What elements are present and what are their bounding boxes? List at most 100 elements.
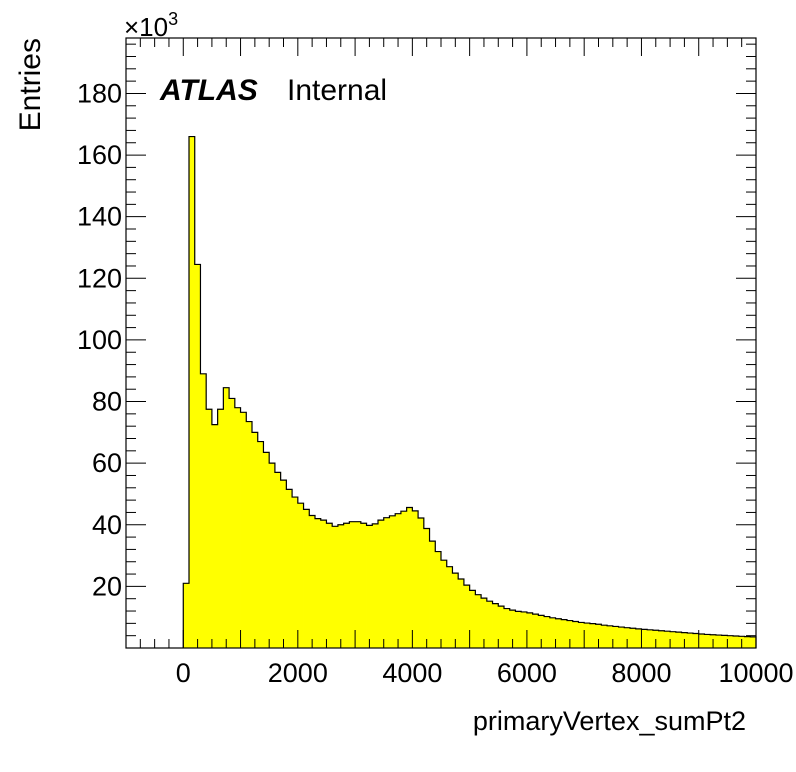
histogram-bar bbox=[343, 523, 350, 648]
x-tick-label: 4000 bbox=[382, 658, 442, 688]
histogram-bar bbox=[309, 515, 316, 648]
histogram-bar bbox=[744, 636, 751, 648]
histogram-bar bbox=[303, 509, 310, 648]
histogram-bar bbox=[538, 615, 545, 648]
histogram-bar bbox=[612, 626, 619, 648]
histogram-bar bbox=[326, 523, 333, 648]
histogram-bar bbox=[727, 635, 734, 648]
histogram-bar bbox=[532, 614, 539, 648]
histogram-bar bbox=[194, 264, 201, 648]
y-axis-label: Entries bbox=[14, 38, 47, 131]
y-tick-label: 60 bbox=[92, 448, 122, 478]
y-tick-labels: 20 40 60 80 100 120 140 160 180 bbox=[77, 78, 122, 601]
histogram-bar bbox=[217, 409, 224, 648]
histogram-bar bbox=[315, 518, 322, 648]
histogram-bar bbox=[429, 541, 436, 648]
histogram-bar bbox=[618, 627, 625, 648]
histogram-bar bbox=[658, 630, 665, 648]
y-tick-label: 160 bbox=[77, 140, 122, 170]
histogram-bar bbox=[544, 616, 551, 648]
histogram-bar bbox=[687, 633, 694, 648]
histogram-bar bbox=[400, 511, 408, 648]
histogram-bar bbox=[389, 515, 396, 648]
y-tick-label: 80 bbox=[92, 387, 122, 417]
histogram-bar bbox=[641, 629, 648, 648]
histogram-bar bbox=[578, 622, 585, 648]
y-tick-label: 100 bbox=[77, 325, 122, 355]
histogram-bar bbox=[269, 463, 276, 648]
histogram-bar bbox=[211, 424, 219, 648]
histogram-bar bbox=[504, 608, 511, 648]
histogram-bar bbox=[704, 634, 711, 648]
histogram-bar bbox=[252, 432, 259, 648]
histogram-bar bbox=[624, 627, 631, 648]
histogram-bar bbox=[412, 510, 419, 648]
histogram-bar bbox=[383, 517, 390, 648]
histogram-bar bbox=[664, 631, 671, 648]
plot-frame bbox=[125, 37, 757, 649]
histogram-bar bbox=[469, 590, 476, 648]
histogram-bar bbox=[750, 636, 757, 648]
x-tick-label: 10000 bbox=[718, 658, 793, 688]
histogram-bar bbox=[630, 628, 637, 648]
histogram-bar bbox=[292, 497, 299, 648]
histogram-bar bbox=[366, 525, 373, 648]
histogram-bar bbox=[521, 611, 528, 648]
histogram-bar bbox=[206, 409, 213, 648]
histogram-bar bbox=[463, 585, 471, 648]
histogram-bar bbox=[229, 398, 236, 648]
status-label: Internal bbox=[287, 74, 387, 107]
histogram-bar bbox=[498, 606, 505, 648]
x-axis-label: primaryVertex_sumPt2 bbox=[473, 706, 746, 736]
histogram-bar bbox=[372, 523, 379, 648]
histogram-bar bbox=[721, 635, 728, 648]
x-tick-label: 8000 bbox=[611, 658, 671, 688]
x-tick-label: 2000 bbox=[268, 658, 328, 688]
histogram-bar bbox=[280, 480, 287, 648]
histogram-bars bbox=[183, 136, 757, 648]
histogram-bar bbox=[526, 612, 534, 648]
histogram-bar bbox=[446, 566, 453, 648]
histogram-bar bbox=[274, 472, 282, 648]
histogram-bar bbox=[458, 578, 465, 648]
histogram-bar bbox=[595, 624, 602, 648]
histogram-bar bbox=[509, 610, 516, 648]
histogram-bar bbox=[441, 560, 448, 648]
histogram-bar bbox=[635, 628, 642, 648]
histogram-bar bbox=[567, 620, 574, 648]
y-multiplier-exponent: 3 bbox=[168, 9, 178, 29]
y-tick-label: 120 bbox=[77, 263, 122, 293]
histogram-bar bbox=[395, 513, 402, 648]
histogram-bar bbox=[234, 407, 241, 648]
histogram-bar bbox=[481, 598, 488, 648]
histogram-bar bbox=[418, 517, 425, 648]
histogram-bar bbox=[257, 441, 264, 648]
histogram-bar bbox=[607, 625, 614, 648]
histogram-bar bbox=[200, 373, 207, 648]
x-tick-label: 0 bbox=[176, 658, 191, 688]
histogram-bar bbox=[452, 573, 459, 648]
histogram-bar bbox=[378, 520, 385, 648]
histogram-bar bbox=[675, 632, 682, 648]
histogram-bar bbox=[549, 617, 556, 648]
y-tick-label: 20 bbox=[92, 571, 122, 601]
histogram-bar bbox=[647, 629, 654, 648]
histogram-bar bbox=[189, 136, 196, 648]
histogram-bar bbox=[349, 521, 356, 648]
histogram-bar bbox=[492, 603, 499, 648]
histogram-bar bbox=[584, 623, 591, 648]
histogram-bar bbox=[572, 621, 579, 648]
histogram-bar bbox=[733, 635, 740, 648]
histogram-bar bbox=[246, 421, 253, 648]
y-tick-label: 140 bbox=[77, 202, 122, 232]
histogram-bar bbox=[183, 583, 190, 648]
histogram-bar bbox=[337, 524, 345, 648]
histogram-bar bbox=[263, 452, 270, 648]
histogram-bar bbox=[360, 523, 367, 648]
histogram-bar bbox=[475, 594, 482, 648]
histogram-bar bbox=[435, 551, 442, 648]
histogram-bar bbox=[601, 625, 608, 648]
y-tick-label: 180 bbox=[77, 78, 122, 108]
histogram-bar bbox=[670, 631, 677, 648]
